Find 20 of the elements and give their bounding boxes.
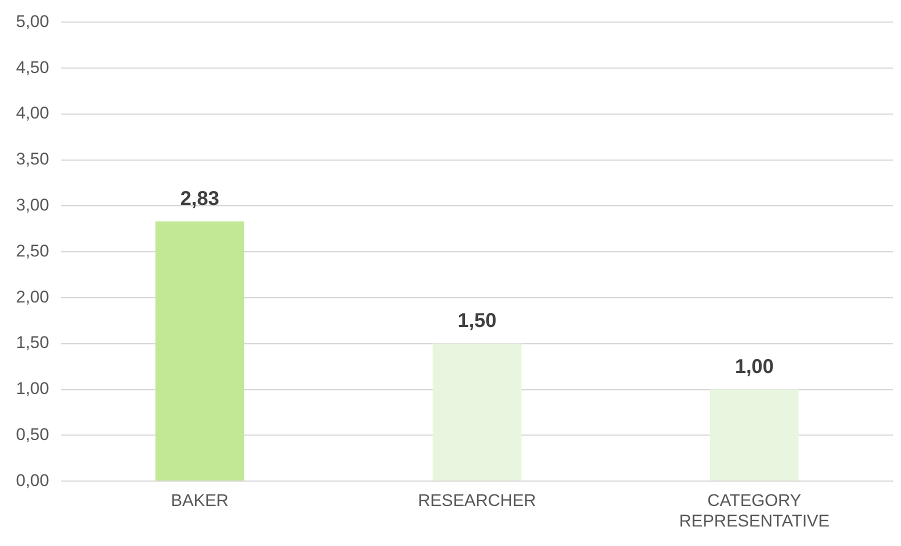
x-tick-label: CATEGORY REPRESENTATIVE — [679, 491, 830, 530]
x-tick-label: BAKER — [170, 491, 229, 510]
bar — [432, 344, 522, 481]
y-tick-label: 3,00 — [16, 195, 50, 214]
data-label: 1,50 — [458, 310, 497, 332]
y-tick-label: 4,50 — [16, 58, 50, 77]
bar — [710, 389, 799, 481]
y-tick-label: 0,50 — [16, 424, 50, 444]
data-label: 2,83 — [180, 188, 220, 210]
y-tick-label: 3,50 — [16, 150, 50, 169]
x-tick-label: RESEARCHER — [418, 491, 536, 510]
bar — [155, 221, 244, 481]
y-tick-label: 1,00 — [16, 379, 50, 398]
y-tick-label: 5,00 — [16, 12, 50, 31]
y-tick-label: 0,00 — [16, 470, 50, 490]
y-tick-label: 2,00 — [16, 287, 50, 306]
data-label: 1,00 — [734, 356, 774, 378]
y-tick-label: 2,50 — [16, 241, 50, 260]
y-tick-label: 1,50 — [16, 333, 50, 352]
y-tick-label: 4,00 — [16, 104, 50, 123]
